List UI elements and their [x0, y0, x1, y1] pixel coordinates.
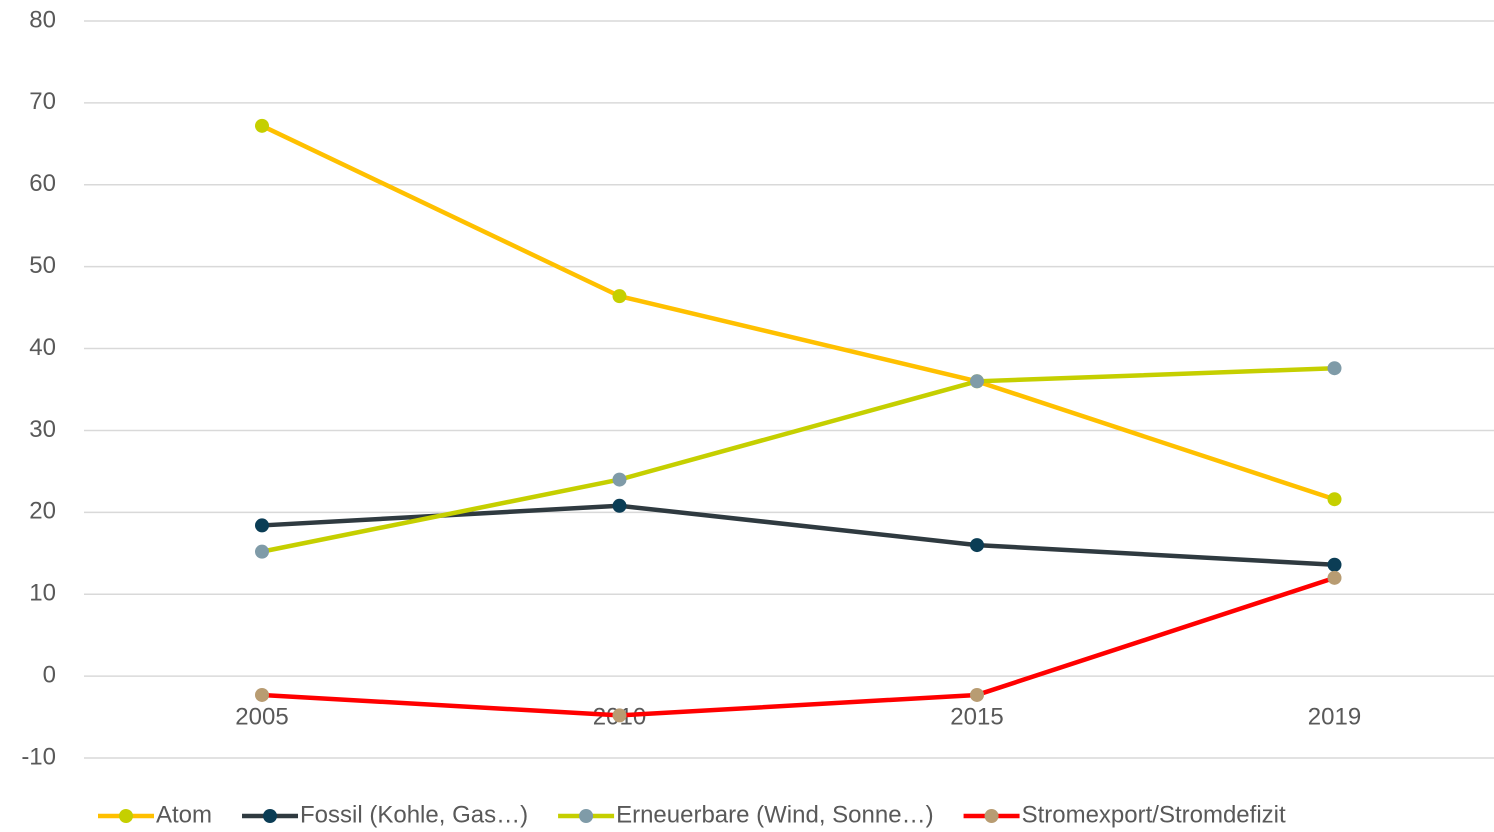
- data-point: [612, 289, 627, 304]
- legend: Atom Fossil (Kohle, Gas…) Erneuerbare (Win…: [98, 801, 1286, 828]
- data-point: [970, 538, 984, 553]
- y-tick-label: 0: [43, 661, 56, 688]
- legend-label: Atom: [156, 801, 212, 828]
- x-tick-label: 2005: [235, 703, 288, 730]
- x-tick-label: 2019: [1308, 703, 1361, 730]
- data-point: [970, 374, 984, 389]
- y-tick-label: 30: [29, 416, 56, 443]
- y-tick-label: 70: [29, 88, 56, 115]
- data-point: [255, 118, 269, 133]
- data-point: [255, 518, 269, 533]
- series-line: [261, 365, 1335, 554]
- series-line: [261, 123, 1336, 502]
- data-point: [612, 708, 627, 723]
- series-line: [261, 503, 1335, 567]
- plot-area: [255, 118, 1342, 723]
- y-tick-label: -10: [21, 743, 56, 770]
- legend-label: Erneuerbare (Wind, Sonne…): [616, 801, 933, 828]
- x-tick-label: 2015: [950, 703, 1003, 730]
- legend-marker: [579, 809, 594, 823]
- data-point: [1327, 557, 1342, 572]
- y-tick-label: 40: [29, 334, 56, 361]
- grid: -10010203040506070802005201020152019: [21, 6, 1494, 770]
- data-point: [1327, 361, 1342, 376]
- y-tick-label: 10: [29, 580, 56, 607]
- series-line: [261, 575, 1336, 718]
- y-tick-label: 60: [29, 170, 56, 197]
- legend-marker: [263, 809, 278, 823]
- data-point: [1327, 570, 1342, 585]
- data-point: [255, 544, 269, 559]
- data-point: [970, 687, 984, 702]
- data-point: [612, 472, 627, 487]
- data-point: [612, 498, 627, 513]
- y-tick-label: 20: [29, 498, 56, 525]
- data-point: [255, 687, 269, 702]
- legend-label: Fossil (Kohle, Gas…): [300, 801, 528, 828]
- data-point: [1327, 492, 1342, 507]
- legend-marker: [984, 809, 999, 823]
- legend-marker: [119, 809, 133, 823]
- legend-label: Stromexport/Stromdefizit: [1022, 801, 1286, 828]
- y-tick-label: 50: [29, 252, 56, 279]
- y-tick-label: 80: [29, 6, 56, 33]
